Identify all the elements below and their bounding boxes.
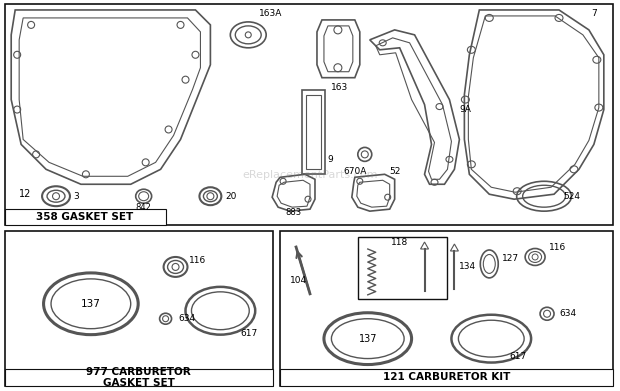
Text: 104: 104 (290, 276, 307, 285)
Bar (280, 369, 613, 386)
Bar (5, 369, 273, 386)
Text: 670A: 670A (343, 167, 366, 176)
Bar (358, 237, 448, 299)
Text: 163: 163 (331, 83, 348, 92)
Text: 52: 52 (390, 167, 401, 176)
Text: 163A: 163A (259, 9, 282, 18)
Bar (5, 4, 613, 225)
Polygon shape (420, 242, 428, 249)
Bar (302, 90, 325, 174)
Text: 524: 524 (563, 192, 580, 201)
Text: 617: 617 (241, 329, 257, 338)
Text: 121 CARBURETOR KIT: 121 CARBURETOR KIT (383, 373, 510, 382)
Text: 617: 617 (509, 352, 526, 361)
Text: 977 CARBURETOR
GASKET SET: 977 CARBURETOR GASKET SET (86, 367, 191, 388)
Text: 9: 9 (327, 155, 333, 164)
Text: 137: 137 (81, 299, 101, 309)
Text: 12: 12 (19, 189, 32, 199)
Text: 134: 134 (459, 262, 477, 271)
Text: eReplacementParts.com: eReplacementParts.com (242, 170, 378, 180)
Text: 137: 137 (358, 334, 377, 344)
Polygon shape (451, 244, 458, 251)
Text: 634: 634 (179, 314, 196, 323)
Text: 116: 116 (549, 242, 566, 251)
Text: 127: 127 (502, 255, 520, 264)
Text: 20: 20 (225, 192, 237, 201)
Text: 116: 116 (188, 256, 206, 265)
Bar (306, 95, 321, 169)
Bar (5, 231, 273, 386)
Text: 883: 883 (285, 208, 301, 217)
Text: 634: 634 (559, 309, 576, 318)
Text: 3: 3 (73, 192, 79, 201)
Bar (5, 209, 166, 225)
Text: 358 GASKET SET: 358 GASKET SET (37, 212, 133, 222)
Text: 842: 842 (136, 203, 152, 212)
Bar (280, 231, 613, 386)
Text: 118: 118 (391, 237, 408, 247)
Text: 7: 7 (591, 9, 596, 18)
Text: 9A: 9A (459, 105, 471, 114)
